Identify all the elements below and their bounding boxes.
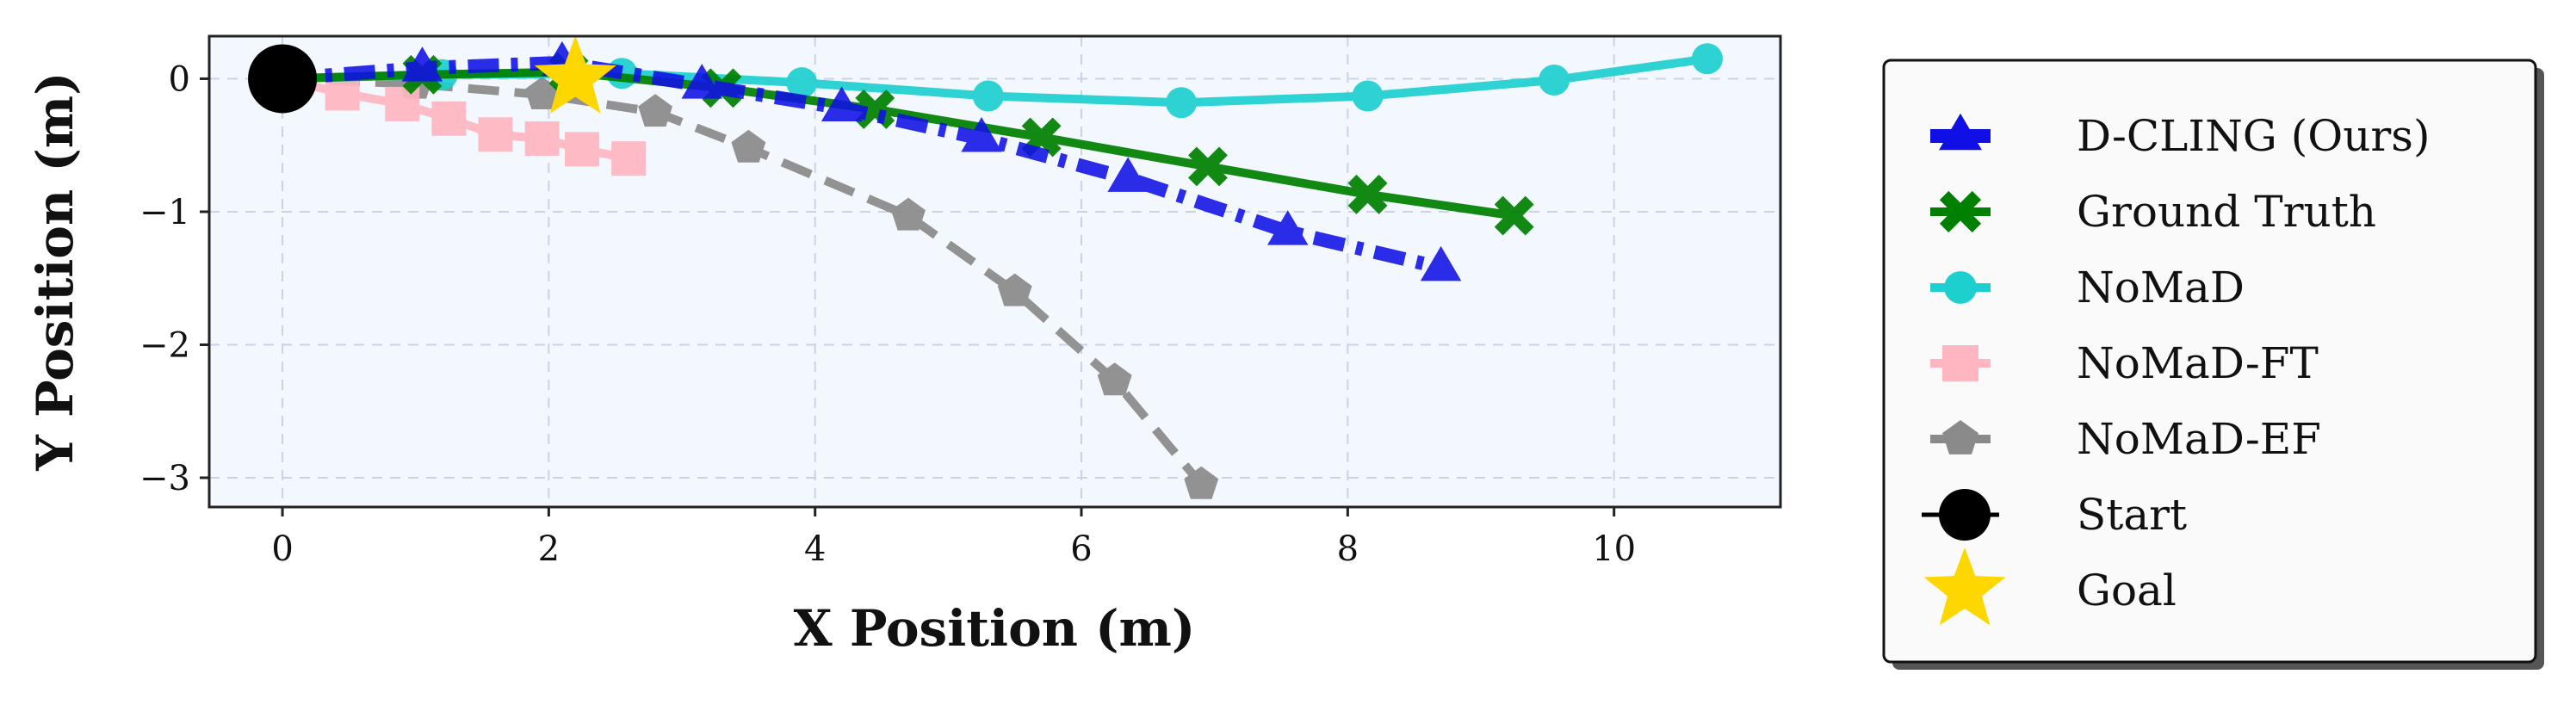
- x-tick-label-5: 10: [1592, 529, 1636, 569]
- legend-label-1: D-CLING (Ours): [2077, 111, 2430, 161]
- series-3-point-7: [1539, 64, 1570, 96]
- legend-box: [1882, 59, 2537, 664]
- legend-marker-5: [1942, 419, 1978, 455]
- legend-marker-goal: [1923, 547, 2006, 626]
- series-1-point-6: [1107, 157, 1149, 192]
- legend-entry-1: D-CLING (Ours): [1930, 111, 2430, 161]
- legend-entry-3: NoMaD: [1930, 263, 2245, 312]
- y-axis-title: Y Position (m): [26, 71, 84, 471]
- series-1-point-8: [1420, 245, 1462, 281]
- series-2-point-7: [1347, 174, 1388, 214]
- series-3-point-5: [1166, 87, 1198, 119]
- series-3-point-3: [786, 67, 818, 99]
- series-4-point-3: [431, 101, 467, 136]
- legend-label-2: Ground Truth: [2077, 187, 2376, 237]
- legend: D-CLING (Ours) Ground Truth NoMaD NoMaD-FT N…: [1882, 59, 2544, 670]
- legend-entry-4: NoMaD-FT: [1930, 338, 2319, 388]
- start-marker: [248, 44, 318, 114]
- x-tick-label-4: 8: [1337, 529, 1359, 569]
- tick-layer: 0 2 4 6 8 10 0 −1 −2 −3: [139, 59, 1636, 569]
- legend-label-start: Start: [2077, 490, 2187, 540]
- series-4: [281, 74, 647, 176]
- legend-marker-4: [1942, 345, 1978, 381]
- series-5-point-3: [638, 94, 673, 127]
- series-5-point-6: [997, 273, 1032, 306]
- series-2-point-8: [1494, 195, 1534, 236]
- series-1-point-1: [401, 46, 443, 82]
- legend-marker-1: [1939, 113, 1982, 151]
- series-4-point-4: [478, 117, 513, 152]
- x-tick-label-2: 4: [804, 529, 826, 569]
- series-4-point-2: [385, 86, 420, 121]
- series-3-point-4: [972, 80, 1004, 112]
- y-tick-label-1: −1: [139, 193, 190, 232]
- legend-entry-2: Ground Truth: [1930, 187, 2376, 237]
- legend-marker-start: [1939, 489, 1991, 541]
- x-tick-label-0: 0: [271, 529, 293, 569]
- series-3-point-8: [1691, 43, 1723, 75]
- plot-frame: [207, 34, 1782, 509]
- y-tick-label-2: −2: [139, 325, 190, 365]
- series-2-point-6: [1188, 146, 1228, 187]
- y-tick-label-0: 0: [169, 59, 190, 99]
- series-5-point-5: [890, 197, 926, 231]
- series-1: [282, 40, 1462, 281]
- series-4-point-6: [565, 132, 600, 167]
- series-4-point-7: [611, 141, 647, 176]
- y-tick-label-3: −3: [139, 459, 190, 498]
- legend-label-5: NoMaD-EF: [2077, 414, 2321, 464]
- x-axis-title: X Position (m): [794, 599, 1196, 658]
- legend-entry-start: Start: [1922, 489, 2187, 541]
- series-4-point-5: [524, 121, 560, 156]
- x-tick-label-1: 2: [538, 529, 560, 569]
- legend-label-goal: Goal: [2077, 566, 2177, 615]
- legend-entries: D-CLING (Ours) Ground Truth NoMaD NoMaD-FT N…: [1922, 111, 2430, 626]
- series-1-point-4: [820, 86, 863, 121]
- legend-label-3: NoMaD: [2077, 263, 2245, 312]
- series-5-point-4: [731, 129, 766, 163]
- x-tick-label-3: 6: [1070, 529, 1092, 569]
- series-5-point-7: [1097, 362, 1132, 396]
- start-goal-layer: [248, 35, 616, 114]
- series-1-point-5: [961, 116, 1002, 152]
- legend-marker-3: [1944, 271, 1977, 304]
- legend-label-4: NoMaD-FT: [2077, 338, 2319, 388]
- goal-marker: [534, 35, 616, 114]
- series-layer: [281, 40, 1723, 499]
- series-5-point-8: [1184, 466, 1219, 499]
- legend-marker-2: [1939, 190, 1982, 233]
- legend-entry-5: NoMaD-EF: [1930, 414, 2321, 464]
- plot-background: [209, 36, 1780, 507]
- series-1-point-3: [681, 64, 722, 99]
- series-1-point-7: [1267, 210, 1309, 245]
- series-3-point-6: [1352, 80, 1384, 112]
- legend-entry-goal: Goal: [1923, 547, 2177, 626]
